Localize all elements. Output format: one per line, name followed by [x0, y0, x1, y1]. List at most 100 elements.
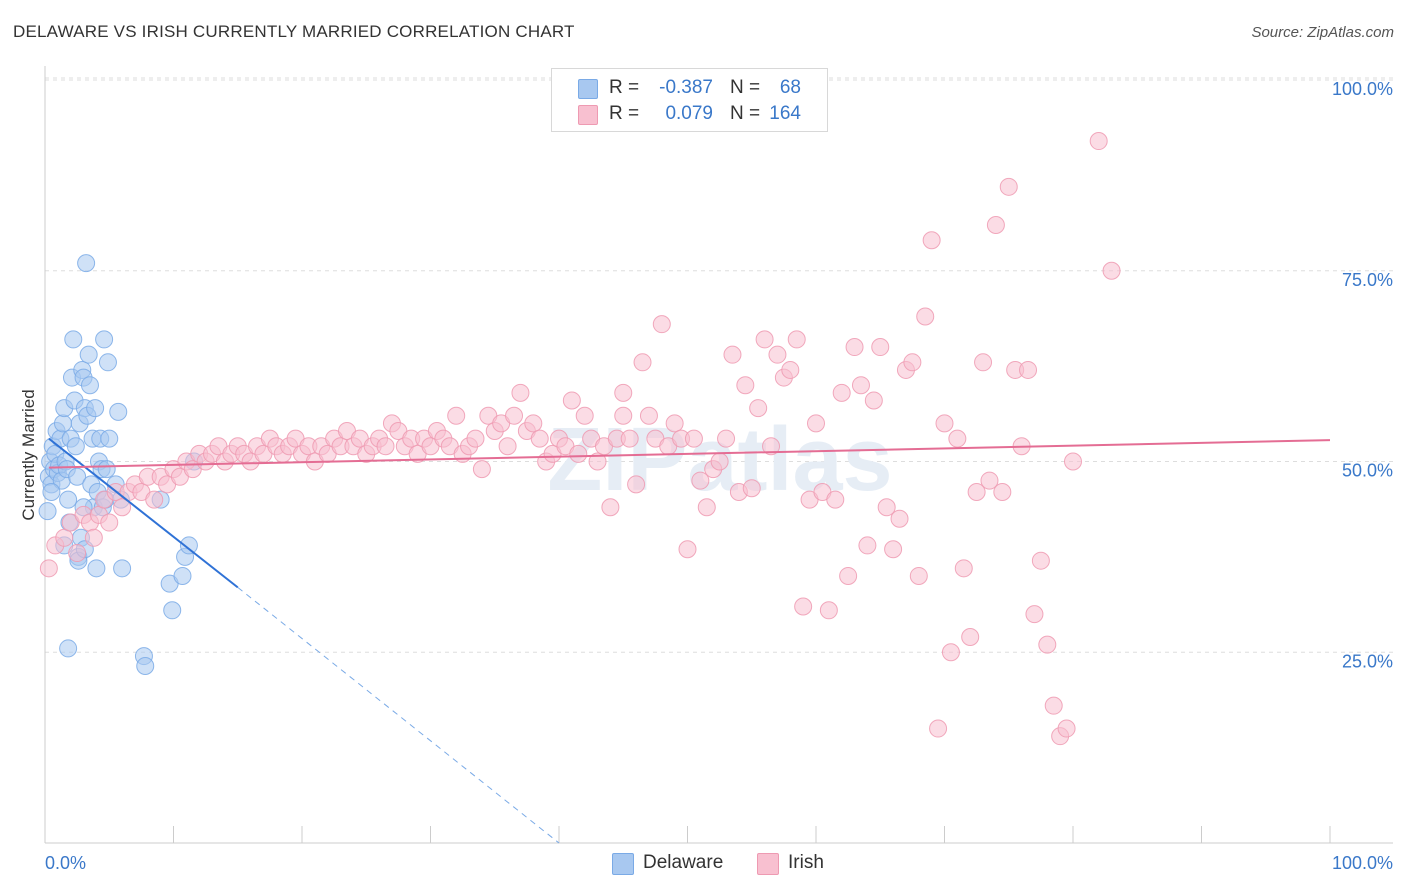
irish-legend-swatch — [757, 853, 779, 875]
r-value: 0.079 — [665, 103, 713, 124]
delaware-trend-extension — [237, 587, 560, 844]
irish-point — [113, 498, 132, 517]
irish-point — [614, 406, 633, 425]
delaware-trend-line — [48, 437, 239, 589]
n-label: N = — [730, 77, 761, 98]
irish-point — [768, 345, 787, 364]
irish-point — [633, 353, 652, 372]
x-tick-label: 0.0% — [45, 853, 86, 873]
n-value: 68 — [779, 77, 801, 98]
irish-point — [1057, 719, 1076, 738]
irish-point — [1038, 635, 1057, 654]
irish-point — [974, 353, 993, 372]
irish-point — [807, 414, 825, 433]
delaware-point — [77, 254, 96, 273]
irish-point — [55, 528, 74, 547]
delaware-legend-swatch — [612, 853, 634, 875]
irish-point — [871, 338, 890, 357]
tick-labels: 25.0% 50.0% 75.0% 100.0% 0.0% 100.0% — [45, 79, 1393, 873]
irish-legend-label: Irish — [788, 852, 824, 873]
irish-point — [941, 643, 960, 662]
delaware-point — [100, 429, 119, 448]
irish-point — [993, 483, 1012, 502]
irish-point — [916, 307, 935, 326]
delaware-point — [42, 483, 61, 502]
irish-point — [948, 429, 967, 448]
irish-point — [1019, 360, 1038, 379]
delaware-point — [136, 656, 155, 675]
delaware-point — [66, 437, 85, 456]
delaware-point — [179, 536, 198, 555]
irish-point — [530, 429, 549, 448]
irish-point — [145, 490, 164, 509]
irish-point — [84, 528, 103, 547]
irish-point — [851, 376, 870, 395]
irish-point — [472, 460, 491, 479]
irish-point — [1089, 132, 1108, 151]
irish-point — [575, 406, 594, 425]
irish-point — [511, 383, 530, 402]
delaware-point — [163, 601, 182, 620]
irish-point — [710, 452, 729, 471]
delaware-swatch — [578, 79, 598, 99]
delaware-point — [80, 376, 99, 395]
delaware-point — [79, 345, 98, 364]
irish-point — [736, 376, 755, 395]
chart-title: DELAWARE VS IRISH CURRENTLY MARRIED CORR… — [13, 22, 575, 41]
irish-point — [890, 509, 909, 528]
irish-point — [749, 399, 768, 418]
correlation-legend: R = -0.387 N = 68 R = 0.079 N = 164 — [551, 68, 828, 132]
legend-row-irish: R = 0.079 N = 164 — [552, 102, 827, 128]
r-value: -0.387 — [659, 77, 713, 98]
delaware-point — [95, 330, 114, 349]
irish-point — [826, 490, 845, 509]
irish-point — [684, 429, 703, 448]
irish-point — [909, 566, 928, 585]
irish-point — [639, 406, 658, 425]
delaware-point — [98, 353, 117, 372]
irish-point — [762, 437, 781, 456]
irish-point — [980, 471, 999, 490]
y-tick-label: 50.0% — [1342, 461, 1393, 481]
n-value: 164 — [769, 103, 801, 124]
irish-point — [794, 597, 813, 616]
delaware-point — [59, 639, 78, 658]
irish-point — [858, 536, 877, 555]
irish-point — [100, 513, 119, 532]
x-tick-label: 100.0% — [1332, 853, 1393, 873]
irish-point — [967, 483, 986, 502]
r-label: R = — [609, 103, 640, 124]
irish-point — [601, 498, 620, 517]
irish-point — [665, 414, 684, 433]
irish-point — [884, 540, 903, 559]
y-tick-label: 75.0% — [1342, 270, 1393, 290]
irish-point — [1102, 261, 1121, 280]
irish-point — [1044, 696, 1063, 715]
irish-point — [755, 330, 774, 349]
irish-point — [935, 414, 954, 433]
irish-point — [39, 559, 58, 578]
irish-point — [961, 627, 980, 646]
irish-point — [839, 566, 858, 585]
n-label: N = — [730, 103, 761, 124]
irish-point — [819, 601, 838, 620]
irish-point — [524, 414, 543, 433]
irish-point — [569, 444, 588, 463]
delaware-point — [113, 559, 132, 578]
irish-point — [376, 437, 395, 456]
irish-point — [627, 475, 646, 494]
irish-point — [787, 330, 806, 349]
delaware-point — [53, 414, 72, 433]
delaware-legend-label: Delaware — [643, 852, 724, 873]
delaware-point — [64, 330, 83, 349]
irish-point — [742, 479, 761, 498]
irish-trend-line — [48, 439, 1331, 469]
irish-point — [691, 471, 710, 490]
irish-point — [505, 406, 524, 425]
irish-point — [781, 360, 800, 379]
irish-point — [562, 391, 581, 410]
irish-point — [723, 345, 742, 364]
irish-point — [678, 540, 697, 559]
irish-point — [954, 559, 973, 578]
